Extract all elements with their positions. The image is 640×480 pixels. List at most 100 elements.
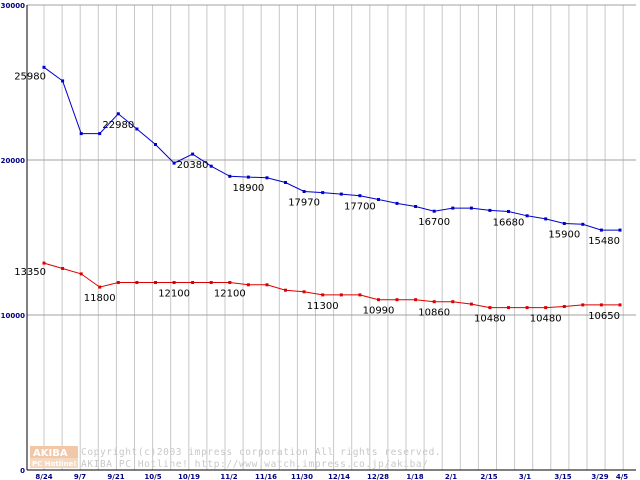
x-tick-label: 11/16	[255, 473, 277, 480]
data-label: 11300	[307, 301, 339, 312]
data-point	[544, 217, 548, 221]
data-point	[98, 285, 102, 289]
data-point	[507, 210, 510, 213]
data-point	[302, 190, 306, 193]
x-tick-label: 9/21	[107, 473, 124, 480]
data-point	[599, 303, 603, 307]
data-label: 12100	[158, 289, 190, 300]
data-point	[562, 222, 566, 225]
data-point	[228, 174, 232, 178]
data-point	[42, 261, 46, 265]
data-point	[154, 143, 157, 146]
x-tick-label: 10/19	[178, 473, 200, 480]
x-tick-label: 1/18	[406, 473, 423, 480]
data-point	[246, 175, 250, 179]
data-point	[265, 176, 269, 180]
data-label: 16680	[493, 218, 525, 229]
data-point	[154, 281, 157, 284]
x-tick-label: 11/2	[220, 473, 237, 480]
x-tick-label: 3/1	[519, 473, 531, 480]
data-point	[191, 152, 195, 156]
data-point	[395, 298, 399, 302]
data-label: 15480	[588, 236, 620, 247]
data-point	[488, 208, 492, 212]
axes	[26, 5, 636, 471]
data-point	[451, 300, 455, 304]
x-tick-label: 3/29	[591, 473, 608, 480]
data-label: 20380	[177, 160, 209, 171]
data-point	[339, 192, 343, 196]
y-tick-label: 30000	[1, 2, 25, 10]
copyright-line-2: AKIBA PC Hotline! http://www.watch.impre…	[81, 459, 429, 470]
data-point	[414, 298, 418, 302]
data-label: 12100	[214, 289, 246, 300]
data-point	[525, 214, 529, 218]
data-point	[116, 112, 120, 116]
data-point	[172, 281, 176, 284]
data-point	[246, 283, 250, 287]
data-point	[599, 228, 603, 232]
data-point	[321, 191, 325, 195]
watermark: AKIBA PC Hotline! Copyright(c)2003 impre…	[30, 446, 441, 470]
data-label: 10860	[418, 308, 450, 319]
data-label: 10480	[530, 314, 562, 325]
data-point	[395, 201, 399, 205]
series-0	[42, 65, 622, 232]
data-point	[432, 209, 436, 213]
data-point	[377, 198, 380, 201]
series-line	[43, 66, 620, 231]
akiba-logo: AKIBA PC Hotline!	[30, 446, 78, 468]
data-point	[562, 305, 566, 308]
data-point	[79, 132, 83, 136]
data-point	[42, 65, 46, 69]
series-1	[42, 261, 622, 310]
x-tick-label: 12/28	[367, 473, 389, 480]
data-point	[98, 132, 102, 136]
data-point	[432, 300, 436, 304]
data-label: 22980	[102, 120, 134, 131]
x-tick-label: 9/7	[74, 473, 86, 480]
data-point	[302, 290, 306, 294]
y-tick-labels: 0 10000 20000 30000	[1, 2, 25, 475]
data-point	[135, 127, 139, 131]
data-point	[116, 281, 120, 284]
y-tick-label: 20000	[1, 157, 25, 165]
data-point	[228, 281, 232, 284]
grid-lines	[27, 4, 636, 470]
data-point	[581, 222, 585, 226]
data-label: 25980	[14, 71, 46, 82]
data-point	[79, 272, 83, 276]
data-point	[488, 306, 492, 310]
x-tick-label: 2/1	[445, 473, 457, 480]
data-label: 17700	[344, 202, 376, 213]
data-point	[321, 293, 325, 297]
data-point	[191, 281, 195, 284]
copyright-line-1: Copyright(c)2003 impress corporation All…	[81, 447, 441, 458]
data-label: 10990	[363, 306, 395, 317]
data-point	[358, 194, 362, 198]
data-label: 11800	[84, 293, 116, 304]
data-point	[209, 281, 213, 284]
data-label: 16700	[418, 217, 450, 228]
data-label: 10480	[474, 314, 506, 325]
data-point	[284, 288, 287, 292]
data-point	[525, 306, 529, 310]
logo-bottom-text: PC Hotline!	[32, 460, 76, 468]
x-tick-label: 3/15	[554, 473, 571, 480]
data-label: 18900	[232, 183, 264, 194]
data-point	[507, 306, 510, 310]
data-point	[135, 281, 139, 284]
data-label: 15900	[548, 230, 580, 241]
logo-top-text: AKIBA	[33, 448, 68, 459]
series-line	[43, 262, 620, 309]
data-point	[339, 293, 343, 297]
data-point	[544, 306, 548, 310]
data-point	[469, 302, 473, 306]
x-tick-label: 12/14	[328, 473, 350, 480]
data-point	[61, 79, 65, 83]
data-point	[377, 298, 380, 302]
data-label: 13350	[14, 267, 46, 278]
x-tick-label: 2/15	[480, 473, 497, 480]
data-labels: 25980 22980 20380 18900 17970 17700 16700 16680…	[14, 71, 620, 324]
